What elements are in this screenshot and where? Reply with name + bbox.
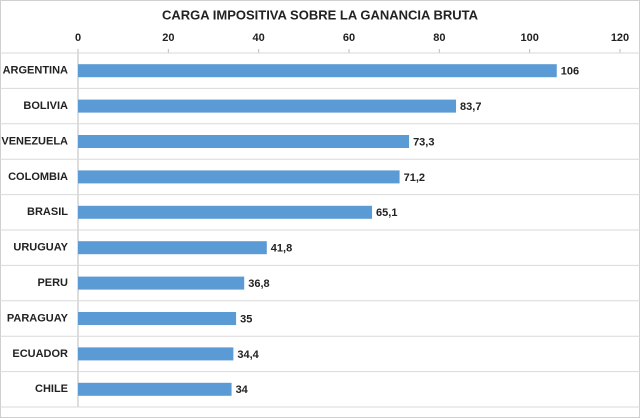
bar [78,382,232,396]
value-label: 83,7 [460,101,481,113]
y-tick-label: ARGENTINA [3,65,68,77]
value-label: 106 [561,66,579,78]
y-tick-label: PERU [37,277,68,289]
x-tick-label: 40 [253,32,265,44]
value-label: 73,3 [413,136,434,148]
bar [78,312,237,325]
y-tick-label: COLOMBIA [8,171,68,183]
chart-title: CARGA IMPOSITIVA SOBRE LA GANANCIA BRUTA [162,7,479,22]
y-tick-label: BRASIL [27,206,68,218]
y-tick-label: ECUADOR [12,348,68,360]
value-label: 35 [240,313,252,325]
x-tick-label: 120 [611,32,629,44]
y-tick-label: VENEZUELA [1,135,68,147]
y-tick-label: PARAGUAY [7,312,69,324]
value-label: 34 [236,384,249,396]
bar [78,170,400,184]
x-tick-label: 20 [162,32,174,44]
bar [78,135,410,148]
bar [78,99,457,113]
x-tick-label: 100 [520,32,538,44]
x-tick-label: 80 [433,32,445,44]
bar [78,64,557,78]
bar [78,205,373,219]
y-tick-label: URUGUAY [13,242,68,254]
value-label: 41,8 [271,243,292,255]
y-tick-label: BOLIVIA [23,100,68,112]
y-tick-label: CHILE [35,383,68,395]
value-label: 71,2 [404,172,425,184]
bar [78,241,267,255]
bar [78,276,245,290]
bar [78,347,234,361]
x-tick-label: 60 [343,32,355,44]
x-tick-label: 0 [75,32,81,44]
value-label: 65,1 [376,207,397,219]
value-label: 36,8 [248,278,269,290]
value-label: 34,4 [237,349,259,361]
